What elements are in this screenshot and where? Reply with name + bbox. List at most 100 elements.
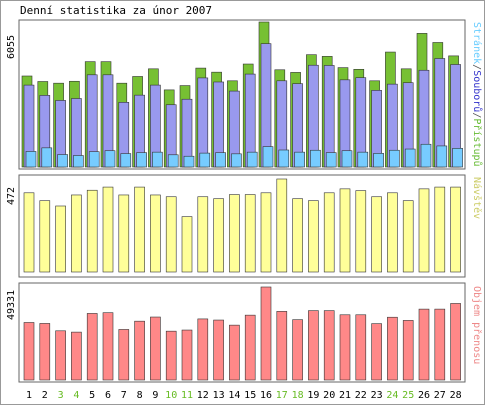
panel-frame-visits	[18, 174, 466, 278]
x-tick-label-day-24: 24	[386, 390, 398, 401]
bar-volume-day-13	[213, 319, 224, 381]
bar-visits-day-24	[387, 192, 398, 273]
bar-pages-day-13	[215, 152, 226, 168]
bar-visits-day-5	[86, 189, 98, 273]
bar-pages-day-9	[152, 151, 163, 168]
bar-visits-day-26	[418, 188, 430, 273]
bar-visits-day-22	[355, 190, 367, 273]
x-tick-label-day-6: 6	[105, 390, 111, 401]
bar-visits-day-3	[55, 205, 66, 273]
bar-visits-day-16	[260, 192, 272, 273]
panel-frame-traffic	[18, 19, 466, 170]
bar-pages-day-4	[73, 155, 84, 168]
bar-pages-day-15	[246, 151, 258, 168]
bar-pages-day-23	[373, 153, 384, 168]
series-label-files: Souborů	[471, 70, 483, 112]
series-label-sep-1: /	[471, 64, 482, 70]
bar-visits-day-13	[213, 198, 224, 273]
bar-visits-day-20	[323, 192, 335, 273]
bar-volume-day-19	[308, 310, 319, 381]
bar-pages-day-3	[57, 154, 68, 168]
x-tick-label-day-21: 21	[339, 390, 351, 401]
bar-volume-day-24	[387, 316, 398, 381]
bar-visits-day-9	[150, 194, 161, 273]
ymax-label-visits: 472	[6, 187, 17, 205]
bar-volume-day-1	[23, 322, 35, 381]
bar-pages-day-10	[167, 154, 179, 168]
bar-volume-day-17	[276, 311, 288, 381]
bar-visits-day-4	[71, 194, 82, 273]
bar-visits-day-18	[292, 198, 303, 273]
x-tick-label-day-16: 16	[260, 390, 272, 401]
bar-visits-day-23	[371, 196, 382, 273]
bar-volume-day-15	[244, 314, 256, 381]
bar-pages-day-8	[136, 152, 147, 168]
bar-pages-day-1	[25, 151, 37, 168]
bar-pages-day-16	[262, 146, 274, 168]
bar-visits-day-15	[244, 194, 256, 273]
x-tick-label-day-8: 8	[137, 390, 143, 401]
bar-visits-day-27	[434, 186, 446, 273]
x-tick-label-day-13: 13	[213, 390, 225, 401]
bar-visits-day-19	[308, 200, 319, 273]
x-tick-label-day-1: 1	[26, 390, 32, 401]
bar-visits-day-2	[39, 200, 51, 273]
x-tick-label-day-28: 28	[450, 390, 462, 401]
series-label-hits: Přístupů	[471, 118, 483, 166]
series-label-sep-2: /	[471, 112, 482, 118]
bar-volume-day-8	[134, 320, 145, 381]
ymax-label-traffic: 6055	[6, 35, 17, 59]
bar-volume-day-26	[418, 308, 430, 381]
x-tick-label-day-3: 3	[58, 390, 64, 401]
bar-volume-day-11	[181, 329, 193, 381]
x-tick-label-day-2: 2	[42, 390, 48, 401]
bar-visits-day-25	[402, 200, 414, 273]
bar-volume-day-16	[260, 286, 272, 381]
bar-volume-day-12	[197, 318, 209, 381]
x-tick-labels: 1 2 3 4 5 6 7 8 9 10 11 12 13 14 15 16 17 18 19 20 21 22 23 24 2…	[26, 390, 462, 401]
chart-title: Denní statistika za únor 2007	[20, 4, 213, 17]
x-tick-label-day-12: 12	[197, 390, 209, 401]
ymax-label-volume: 49331	[6, 290, 17, 320]
bar-visits-day-8	[134, 186, 145, 273]
bar-pages-day-12	[199, 152, 211, 168]
bar-pages-day-21	[341, 150, 353, 168]
bar-pages-day-18	[294, 151, 305, 168]
series-label-pages: Stránek	[471, 22, 483, 64]
bar-pages-day-11	[183, 155, 195, 168]
x-tick-label-day-18: 18	[292, 390, 304, 401]
bar-pages-day-25	[404, 148, 416, 168]
bar-volume-day-23	[371, 323, 382, 381]
bar-pages-day-2	[41, 147, 53, 168]
x-tick-label-day-9: 9	[152, 390, 158, 401]
bar-volume-day-2	[39, 323, 51, 381]
bars-layer	[21, 21, 463, 381]
bar-pages-day-19	[310, 149, 321, 168]
x-tick-label-day-4: 4	[73, 390, 79, 401]
bar-visits-day-14	[229, 194, 240, 273]
bar-volume-day-9	[150, 316, 161, 381]
series-label-volume: Objem přenosu	[471, 286, 483, 364]
x-tick-label-day-22: 22	[355, 390, 367, 401]
bar-volume-day-22	[355, 314, 367, 381]
x-tick-label-day-27: 27	[434, 390, 446, 401]
x-tick-label-day-26: 26	[418, 390, 430, 401]
bar-pages-day-7	[120, 153, 132, 168]
bar-pages-day-28	[452, 148, 463, 168]
bar-volume-day-4	[71, 331, 82, 381]
bar-pages-day-5	[88, 151, 100, 168]
bar-visits-day-10	[165, 196, 177, 273]
bar-pages-day-24	[389, 149, 400, 168]
x-tick-label-day-25: 25	[402, 390, 414, 401]
series-label-visits: Návštěv	[471, 177, 483, 219]
bar-pages-day-27	[436, 145, 448, 168]
bar-visits-day-6	[102, 186, 114, 273]
x-tick-label-day-17: 17	[276, 390, 288, 401]
bar-visits-day-12	[197, 196, 209, 273]
bar-volume-day-18	[292, 319, 303, 381]
bar-visits-day-7	[118, 194, 130, 273]
x-tick-label-day-23: 23	[371, 390, 383, 401]
x-tick-label-day-19: 19	[307, 390, 319, 401]
bar-pages-day-22	[357, 151, 369, 168]
bar-volume-day-7	[118, 329, 130, 381]
